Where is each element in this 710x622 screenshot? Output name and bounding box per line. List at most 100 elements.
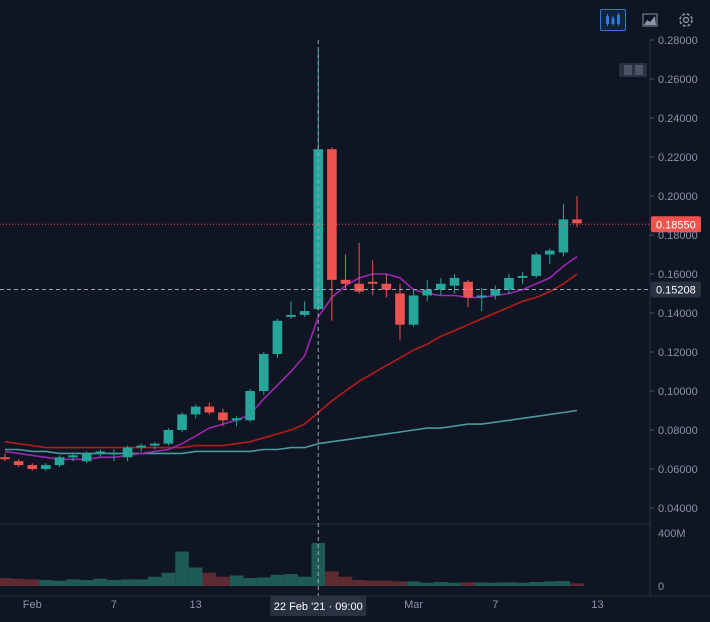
collapse-toggle-icon[interactable] <box>619 63 647 77</box>
current-price-badge <box>651 216 701 233</box>
candle-body <box>163 430 174 444</box>
candle-body <box>572 219 582 224</box>
candle-body <box>381 283 392 290</box>
volume-bar <box>52 580 67 586</box>
volume-bar <box>148 576 162 586</box>
volume-bar <box>406 581 421 586</box>
area-chart-button[interactable] <box>638 10 662 30</box>
candle-body <box>558 219 569 253</box>
time-tick-label: 13 <box>591 599 603 611</box>
volume-bar <box>338 576 353 586</box>
candle-body <box>299 311 310 315</box>
grid <box>0 40 710 597</box>
price-tick-label: 0.18000 <box>658 230 698 242</box>
candle-body <box>476 295 487 298</box>
candle-body <box>286 314 296 317</box>
candle-body <box>0 457 10 460</box>
candle-body <box>218 412 228 421</box>
time-tick-label: Mar <box>404 599 423 611</box>
candle-body <box>68 455 78 458</box>
moving-averages <box>4 255 578 461</box>
time-tick-label: 7 <box>492 599 498 611</box>
volume-bar <box>175 551 189 586</box>
candle-body <box>54 457 65 466</box>
candle-body <box>408 295 419 325</box>
volume-bar <box>256 577 271 586</box>
candle-body <box>150 443 160 446</box>
candle-body <box>504 277 514 290</box>
price-tick-label: 0.22000 <box>658 152 698 164</box>
candle-body <box>122 447 133 458</box>
volume-tick-label: 0 <box>658 581 664 593</box>
chart-toolbar <box>600 9 698 31</box>
volume-bar <box>297 576 312 586</box>
gear-icon <box>679 13 693 27</box>
volume-bar <box>93 578 108 586</box>
time-tick-label: 7 <box>111 599 117 611</box>
volume-bar <box>434 582 448 586</box>
candle-body <box>545 250 555 255</box>
candle-body <box>531 254 541 276</box>
candle-body <box>177 414 187 430</box>
time-tick-label: Feb <box>23 599 42 611</box>
candle-body <box>436 283 446 290</box>
price-tick-label: 0.24000 <box>658 113 698 125</box>
candle-body <box>27 465 38 469</box>
candle-body <box>190 406 201 415</box>
volume-bar <box>447 582 462 586</box>
volume-bar <box>216 576 230 586</box>
volume-bar <box>161 572 176 586</box>
candle-body <box>95 451 106 454</box>
current-price-label: 0.18550 <box>656 219 696 231</box>
volume-bar <box>488 582 503 586</box>
volume-bar <box>543 581 557 586</box>
volume-bar <box>461 582 475 586</box>
candle-body <box>422 289 433 296</box>
volume-bar <box>529 582 543 586</box>
crosshair: 0.18550 0.15208 22 Feb '21 · 09:00 <box>0 40 701 616</box>
candle-body <box>81 453 92 462</box>
candles-button[interactable] <box>600 9 626 31</box>
volume-bar <box>502 582 516 586</box>
candle-body <box>13 461 24 466</box>
volume-tick-label: 400M <box>658 528 686 540</box>
volume-bar <box>379 580 394 586</box>
volume-bar <box>107 580 121 586</box>
volume-bar <box>311 542 326 586</box>
volume-bar <box>229 575 244 586</box>
volume-bar <box>25 579 40 586</box>
volume-bar <box>570 583 584 586</box>
candle-body <box>109 453 119 455</box>
price-tick-label: 0.08000 <box>658 425 698 437</box>
crosshair-time-badge <box>270 596 367 616</box>
volume-bar <box>202 572 217 586</box>
volume-bars <box>0 542 584 586</box>
area-chart-icon <box>642 13 658 27</box>
settings-button[interactable] <box>674 10 698 30</box>
candles-icon <box>606 13 620 26</box>
candle-body <box>327 149 337 280</box>
volume-bar <box>556 580 571 586</box>
volume-bar <box>11 578 26 586</box>
price-tick-label: 0.10000 <box>658 386 698 398</box>
volume-bar <box>120 579 135 586</box>
volume-bar <box>325 571 339 586</box>
candle-body <box>136 445 146 448</box>
volume-bar <box>284 574 298 586</box>
candle-body <box>340 279 351 284</box>
price-tick-label: 0.14000 <box>658 308 698 320</box>
ma_mid-line <box>4 273 578 449</box>
price-tick-label: 0.26000 <box>658 74 698 86</box>
candle-body <box>258 353 269 391</box>
volume-bar <box>474 582 489 586</box>
time-tick-label: 13 <box>190 599 202 611</box>
candle-body <box>231 418 242 421</box>
volume-bar <box>79 580 94 586</box>
crosshair-price-badge <box>651 281 701 298</box>
price-tick-label: 0.06000 <box>658 464 698 476</box>
volume-bar <box>393 581 407 586</box>
candle-body <box>490 289 501 296</box>
volume-bar <box>515 582 530 586</box>
